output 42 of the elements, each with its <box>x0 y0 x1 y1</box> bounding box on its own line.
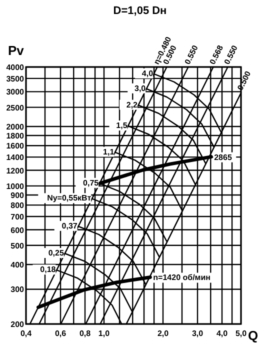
y-tick-label: 1800 <box>6 132 25 141</box>
x-tick-label: 0,4 <box>20 329 32 338</box>
y-tick-label: 300 <box>10 285 25 294</box>
series-label: 0,75 <box>83 178 100 188</box>
y-tick-label: 1400 <box>6 153 25 162</box>
x-tick-label: 4,0 <box>216 329 228 338</box>
chart-title: D=1,05 Dн <box>113 5 167 17</box>
series-label: 0,18 <box>40 265 56 274</box>
y-tick-label: 1600 <box>6 142 25 151</box>
series-label: 2,2 <box>126 100 138 110</box>
series-label: Ny=0,55кВт <box>47 194 92 203</box>
y-tick-label: 200 <box>10 320 25 329</box>
series-label: 4,0 <box>142 68 154 78</box>
x-axis-title: Q <box>248 328 258 343</box>
y-tick-label: 1000 <box>6 182 25 191</box>
x-tick-label: 5,0 <box>235 329 248 338</box>
x-tick-label: 3,0 <box>192 329 204 338</box>
series-label: 3,0 <box>134 84 146 93</box>
y-tick-label: 600 <box>10 226 25 235</box>
y-tick-label: 500 <box>10 241 25 250</box>
text: 0.550 <box>182 43 200 66</box>
y-axis-title: Pv <box>8 43 25 58</box>
y-tick-label: 700 <box>10 212 25 222</box>
y-tick-label: 400 <box>10 260 25 270</box>
series-label: 1,1 <box>103 147 115 156</box>
series-label: 2865 <box>214 152 232 162</box>
y-tick-label: 800 <box>10 201 25 210</box>
y-tick-label: 2000 <box>6 122 25 132</box>
y-tick-label: 4000 <box>6 63 25 72</box>
x-tick-label: 2,0 <box>157 329 170 338</box>
x-tick-label: 0,6 <box>54 329 67 338</box>
y-tick-label: 3500 <box>6 74 25 84</box>
series-label: 0,37 <box>62 221 78 230</box>
series-label: n=1420 об/мин <box>153 273 211 282</box>
y-tick-label: 900 <box>10 190 25 200</box>
x-tick-label: 0,8 <box>79 329 92 338</box>
series-label: 0,25 <box>48 248 64 258</box>
series-label: 1,5 <box>116 121 128 130</box>
y-tick-label: 2500 <box>6 103 25 112</box>
y-tick-label: 3000 <box>6 88 25 97</box>
y-tick-label: 1200 <box>6 166 25 176</box>
x-tick-label: 1,0 <box>98 329 110 338</box>
